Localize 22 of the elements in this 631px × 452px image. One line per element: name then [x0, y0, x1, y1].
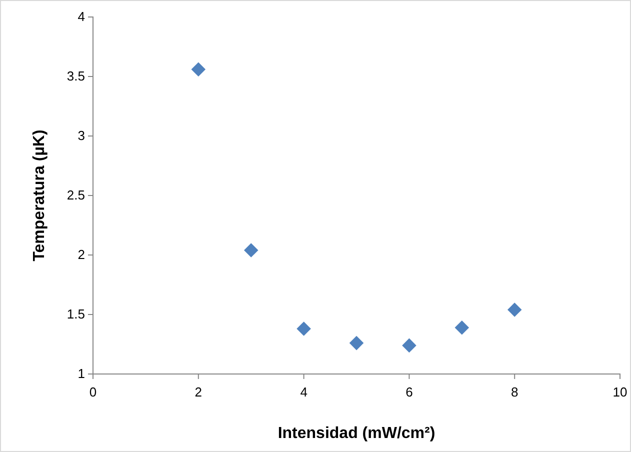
x-tick-label: 6: [406, 384, 413, 400]
point: [454, 320, 470, 335]
x-tick-label: 4: [300, 384, 308, 400]
y-tick-label: 4: [78, 9, 85, 24]
point: [349, 336, 364, 350]
x-tick-label: 2: [194, 384, 202, 400]
x-tick-label: 8: [510, 384, 518, 400]
x-tick-label: 10: [612, 384, 628, 400]
y-tick-label: 1.5: [66, 306, 85, 322]
x-axis-title: Intensidad (mW/cm²): [278, 425, 436, 442]
y-tick-label: 2.5: [66, 188, 85, 203]
y-tick-label: 3: [78, 128, 85, 144]
point: [507, 302, 522, 317]
point: [191, 62, 206, 76]
point: [244, 243, 258, 258]
y-tick-label: 3.5: [66, 68, 85, 84]
y-tick-label: 2: [78, 247, 85, 262]
y-tick-label: 1: [78, 366, 85, 382]
y-axis-title: Temperatura (µK): [31, 130, 48, 262]
x-tick-label: 0: [89, 384, 97, 400]
point: [296, 322, 311, 336]
point: [402, 338, 416, 353]
